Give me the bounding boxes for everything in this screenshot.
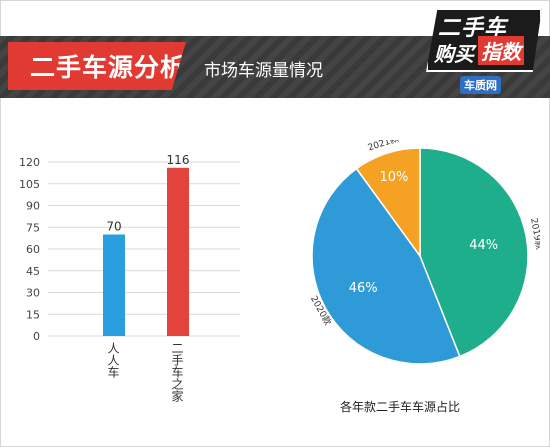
title-tag: 二手车源分析 [8, 42, 186, 90]
bar [167, 167, 189, 336]
page-subtitle: 市场车源量情况 [204, 61, 323, 81]
logo: 二手车 购买 指数 车质网 12365auto.com [420, 2, 546, 98]
y-tick-label: 30 [26, 287, 40, 300]
x-category-label: 人人车 [106, 342, 120, 378]
pie-slice [355, 147, 421, 259]
y-tick-label: 90 [26, 200, 40, 213]
pie-percent-label: 10% [380, 170, 409, 185]
bar-chart-svg: 0 15 30 45 60 75 90 105 120 70 116 [19, 153, 240, 343]
x-category-label: 二手车之家 [170, 342, 184, 402]
pie-slice [311, 167, 461, 365]
y-tick-label: 15 [26, 308, 40, 321]
pie-category-label: 2019款 [528, 217, 540, 251]
bar-value-label: 116 [167, 153, 190, 167]
bar-chart: 0 15 30 45 60 75 90 105 120 70 116 人人车 二手车之家 [10, 150, 260, 410]
y-tick-label: 60 [26, 243, 40, 256]
page-title: 二手车源分析 [30, 53, 187, 82]
y-tick-label: 75 [26, 221, 40, 234]
pie-percent-label: 46% [349, 281, 378, 296]
y-tick-label: 0 [33, 330, 40, 343]
pie-slice [419, 147, 529, 358]
y-tick-label: 45 [26, 265, 40, 278]
logo-text-line2a: 购买 [434, 42, 474, 66]
pie-chart-title: 各年款二手车车源占比 [340, 400, 461, 414]
bar-value-label: 70 [106, 220, 121, 234]
pie-chart: 44% 2019款 46% 2020款 10% 2021款 [300, 132, 546, 380]
logo-text-line2b: 指数 [478, 36, 524, 65]
logo-url: 12365auto.com [460, 90, 500, 96]
y-tick-label: 120 [19, 156, 40, 169]
logo-badge: 车质网 [460, 76, 501, 94]
pie-percent-label: 44% [469, 238, 498, 253]
bar [103, 234, 125, 336]
y-tick-label: 105 [19, 178, 40, 191]
